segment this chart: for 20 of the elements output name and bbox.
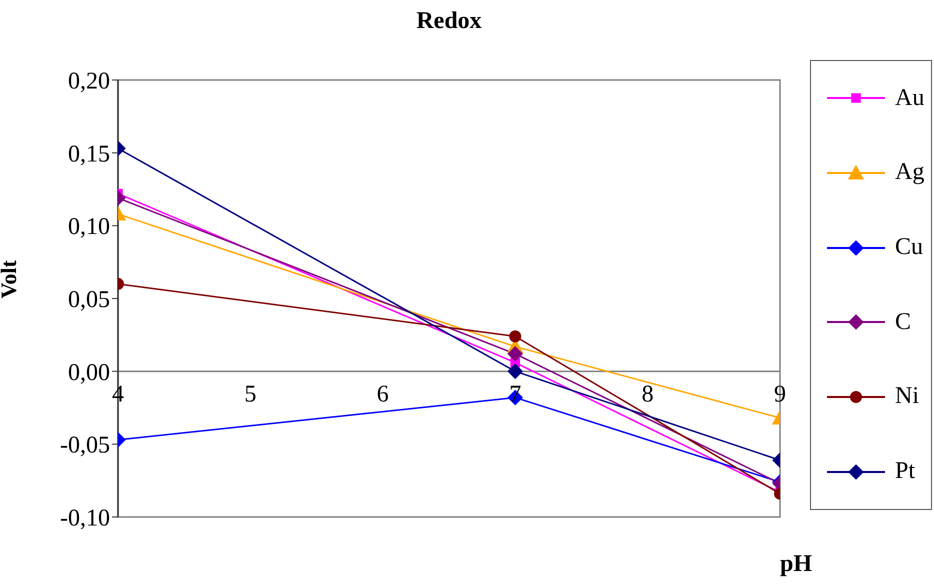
legend-label: C xyxy=(895,308,912,336)
y-axis-title: Volt xyxy=(0,260,21,298)
legend-label: Au xyxy=(895,84,924,112)
y-tick-label: 0,00 xyxy=(68,360,110,386)
y-tick-label: 0,20 xyxy=(68,68,110,95)
y-tick-label: 0,10 xyxy=(68,214,110,240)
x-tick-label: 5 xyxy=(244,381,256,408)
chart-title: Redox xyxy=(415,8,483,35)
x-tick-label: 8 xyxy=(642,381,654,408)
legend-label: Pt xyxy=(895,458,916,486)
x-tick-label: 9 xyxy=(774,381,786,408)
y-tick-label: -0,10 xyxy=(60,506,110,532)
y-tick-label: 0,05 xyxy=(68,287,110,314)
y-tick-label: -0,05 xyxy=(60,432,110,459)
legend-label: Ag xyxy=(895,159,924,186)
y-tick-label: 0,15 xyxy=(68,141,110,168)
legend-label: Ni xyxy=(895,383,919,410)
x-axis-title: pH xyxy=(780,551,812,578)
x-tick-label: 6 xyxy=(376,381,389,408)
legend-label: Cu xyxy=(895,234,924,262)
